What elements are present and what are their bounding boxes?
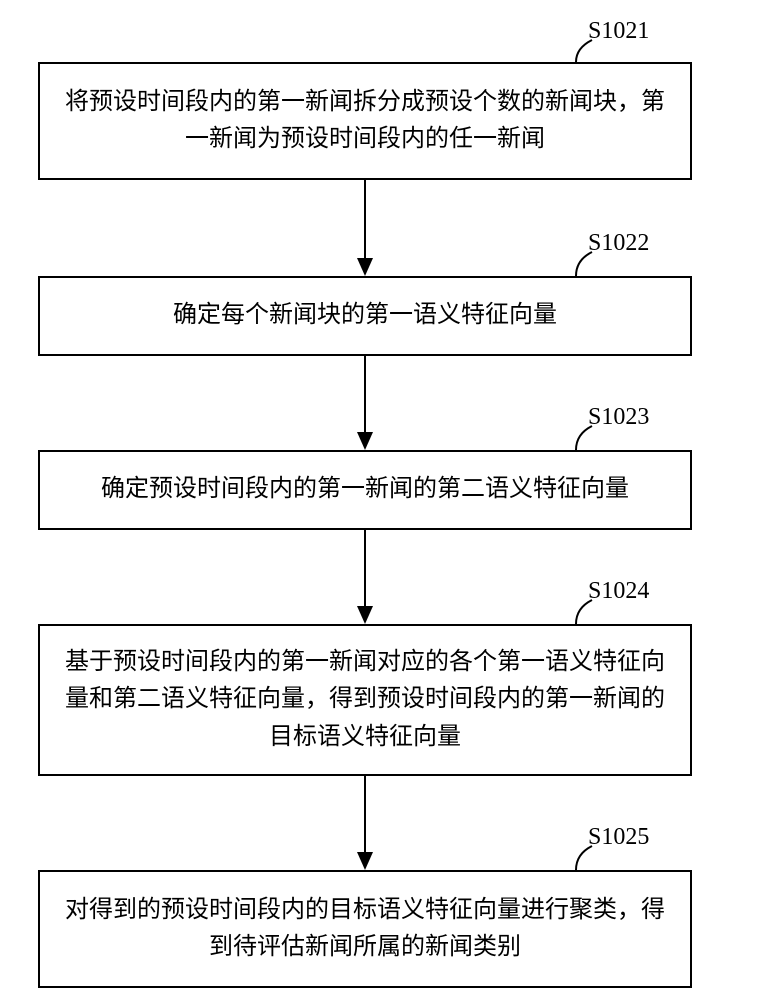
flow-label-s1025: S1025	[588, 824, 649, 851]
arrow-s1021-s1022	[353, 180, 377, 276]
flow-node-text: 确定预设时间段内的第一新闻的第二语义特征向量	[101, 471, 629, 508]
arrow-s1022-s1023	[353, 356, 377, 450]
flow-node-s1022: 确定每个新闻块的第一语义特征向量	[38, 276, 692, 356]
flow-node-text: 确定每个新闻块的第一语义特征向量	[173, 297, 557, 334]
flow-label-s1022: S1022	[588, 230, 649, 257]
flowchart-canvas: 将预设时间段内的第一新闻拆分成预设个数的新闻块，第一新闻为预设时间段内的任一新闻…	[0, 0, 763, 1000]
flow-label-s1024: S1024	[588, 578, 649, 605]
flow-node-text: 基于预设时间段内的第一新闻对应的各个第一语义特征向量和第二语义特征向量，得到预设…	[64, 644, 666, 756]
flow-label-s1021: S1021	[588, 18, 649, 45]
flow-node-s1023: 确定预设时间段内的第一新闻的第二语义特征向量	[38, 450, 692, 530]
flow-node-text: 将预设时间段内的第一新闻拆分成预设个数的新闻块，第一新闻为预设时间段内的任一新闻	[64, 84, 666, 158]
arrow-s1023-s1024	[353, 530, 377, 624]
arrow-s1024-s1025	[353, 776, 377, 870]
flow-node-text: 对得到的预设时间段内的目标语义特征向量进行聚类，得到待评估新闻所属的新闻类别	[64, 892, 666, 966]
flow-node-s1025: 对得到的预设时间段内的目标语义特征向量进行聚类，得到待评估新闻所属的新闻类别	[38, 870, 692, 988]
flow-label-s1023: S1023	[588, 404, 649, 431]
flow-node-s1021: 将预设时间段内的第一新闻拆分成预设个数的新闻块，第一新闻为预设时间段内的任一新闻	[38, 62, 692, 180]
flow-node-s1024: 基于预设时间段内的第一新闻对应的各个第一语义特征向量和第二语义特征向量，得到预设…	[38, 624, 692, 776]
